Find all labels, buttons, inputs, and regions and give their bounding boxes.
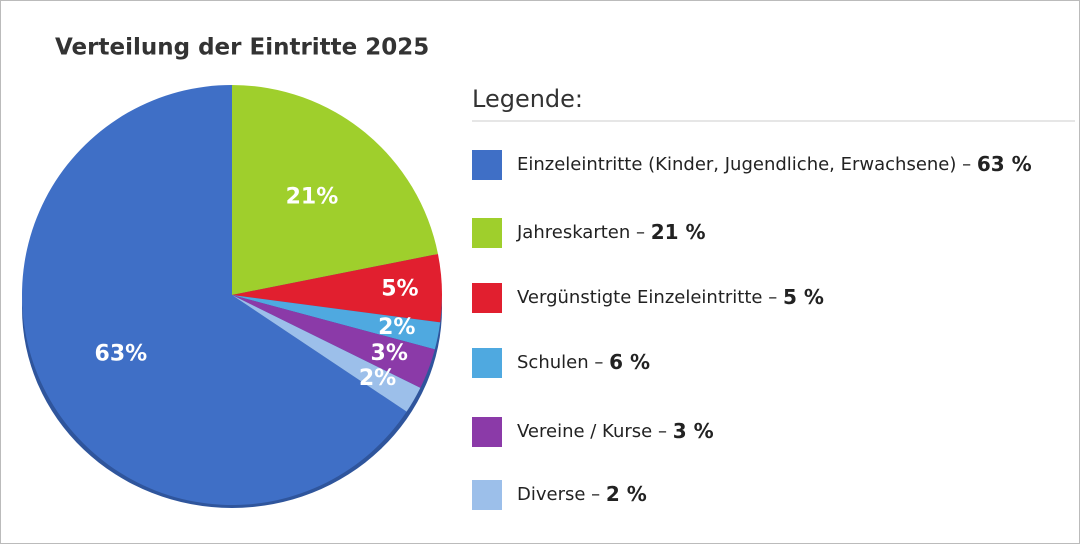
slice-label: 3% xyxy=(371,341,408,366)
legend-swatch xyxy=(472,417,502,447)
legend-separator: – xyxy=(762,287,782,308)
pie-slice xyxy=(232,254,443,323)
legend-name: Vereine / Kurse xyxy=(517,421,652,442)
legend-swatch xyxy=(472,480,502,510)
legend-swatch xyxy=(472,150,502,180)
legend-title: Legende: xyxy=(472,85,583,113)
slice-label: 2% xyxy=(359,366,396,391)
slice-label: 21% xyxy=(286,185,339,210)
chart-title: Verteilung der Eintritte 2025 xyxy=(55,35,429,61)
legend-value: 3 % xyxy=(673,419,714,443)
pie-slice xyxy=(22,85,407,505)
legend-label: Diverse – 2 % xyxy=(517,482,647,506)
slice-label: 5% xyxy=(381,277,418,302)
legend-name: Diverse xyxy=(517,484,585,505)
legend-name: Schulen xyxy=(517,352,589,373)
legend-swatch xyxy=(472,348,502,378)
legend-value: 2 % xyxy=(606,482,647,506)
pie-slice xyxy=(232,295,441,350)
legend-label: Einzeleintritte (Kinder, Jugendliche, Er… xyxy=(517,152,1032,176)
pie-slice xyxy=(232,295,435,388)
pie-slice xyxy=(232,295,421,412)
legend-separator: – xyxy=(630,222,650,243)
legend-value: 21 % xyxy=(651,220,706,244)
pie-slice xyxy=(232,85,438,295)
legend-separator: – xyxy=(589,352,609,373)
legend-separator: – xyxy=(652,421,672,442)
legend-swatch xyxy=(472,218,502,248)
legend-name: Einzeleintritte (Kinder, Jugendliche, Er… xyxy=(517,154,956,175)
legend-label: Jahreskarten – 21 % xyxy=(516,220,706,244)
legend-value: 6 % xyxy=(609,350,650,374)
legend-value: 63 % xyxy=(977,152,1032,176)
legend-name: Jahreskarten xyxy=(516,222,630,243)
legend-label: Vereine / Kurse – 3 % xyxy=(517,419,714,443)
legend-separator: – xyxy=(585,484,605,505)
legend-separator: – xyxy=(956,154,976,175)
slice-label: 2% xyxy=(378,315,415,340)
legend-label: Schulen – 6 % xyxy=(517,350,650,374)
legend-label: Vergünstigte Einzeleintritte – 5 % xyxy=(517,285,824,309)
legend-name: Vergünstigte Einzeleintritte xyxy=(517,287,762,308)
slice-label: 63% xyxy=(95,341,148,366)
legend-value: 5 % xyxy=(783,285,824,309)
legend-swatch xyxy=(472,283,502,313)
